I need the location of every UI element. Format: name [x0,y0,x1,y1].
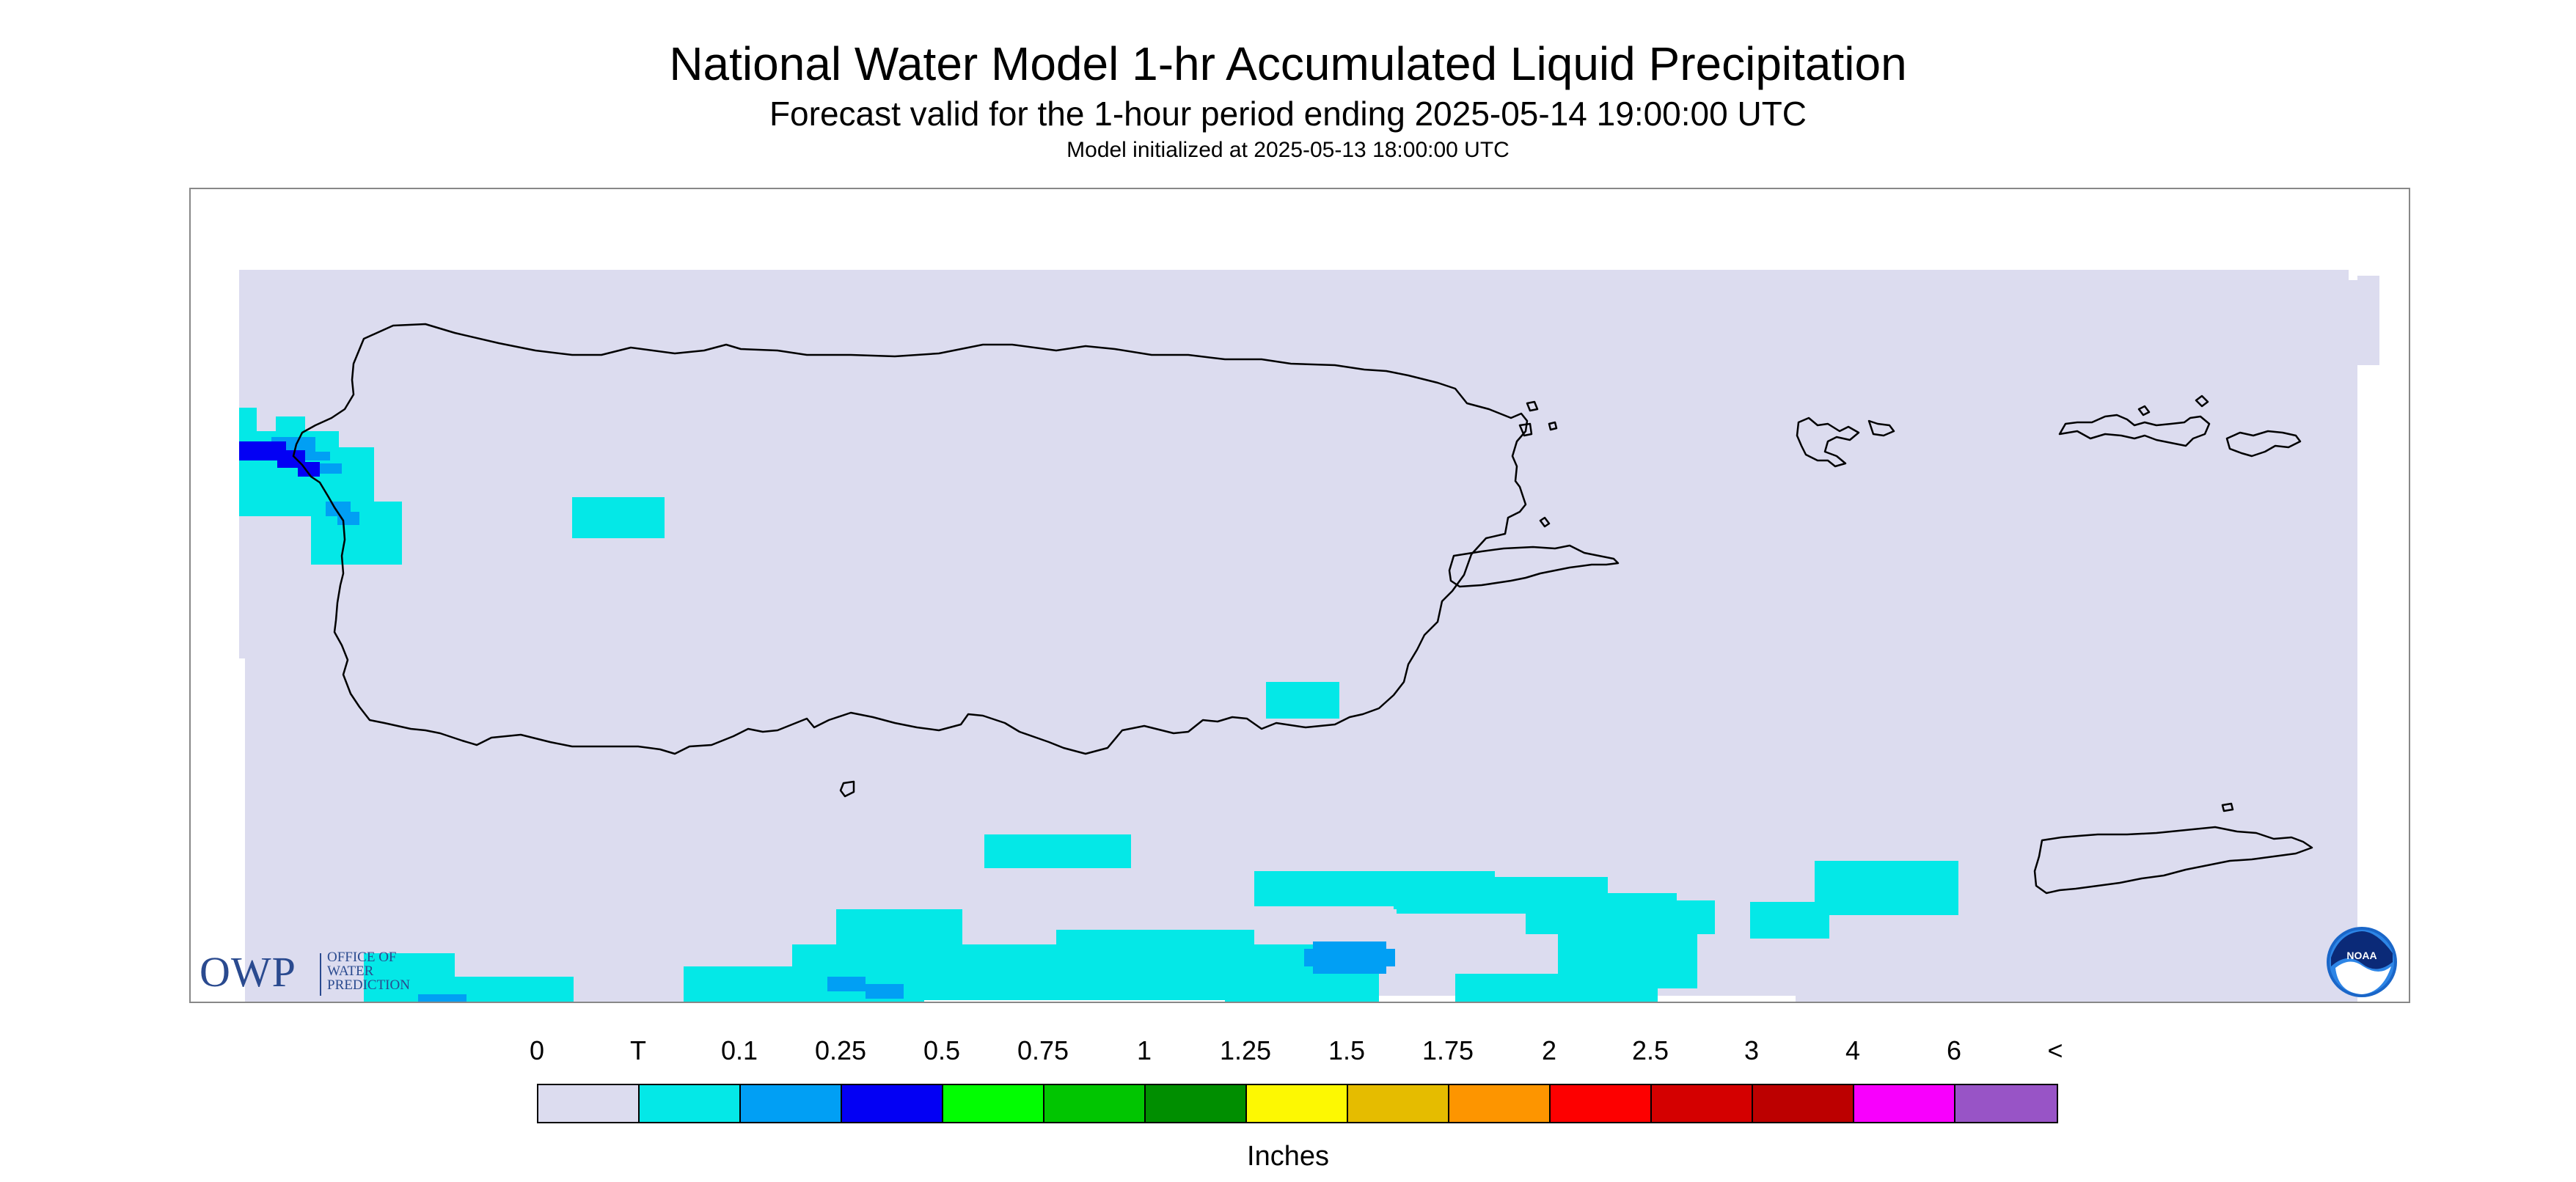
colorbar-tick-label: 6 [1946,1035,1962,1065]
owp-line-2: WATER [327,963,374,979]
bvi-islets [2137,394,2209,416]
islet-b [1548,421,1558,431]
colorbar-tick-label: < [2047,1035,2063,1065]
colorbar-tick-label: 0.5 [923,1035,961,1065]
mona-island [839,780,855,798]
colorbar-swatch [1854,1085,1955,1122]
colorbar-swatch [538,1085,640,1122]
colorbar-tick-label: 4 [1845,1035,1861,1065]
saint-thomas-islands-west [1796,416,1860,468]
colorbar-tick-label: 0.1 [720,1035,758,1065]
map-frame [189,188,2410,1003]
owp-separator [320,953,321,996]
noaa-logo: NOAA [2327,927,2397,997]
islet-c [1539,516,1551,528]
map-subtitle: Forecast valid for the 1-hour period end… [769,95,1807,133]
colorbar-tick-label: 0 [529,1035,545,1065]
culebra-coast [1518,422,1533,437]
noaa-text: NOAA [2346,950,2376,961]
init-time-line: Model initialized at 2025-05-13 18:00:00… [1066,138,1510,162]
st-croix [2033,826,2313,895]
colorbar-tick-label: 1.25 [1219,1035,1272,1065]
colorbar-units: Inches [1247,1141,1329,1172]
st-croix-islet [2221,802,2234,812]
colorbar-swatch [1247,1085,1348,1122]
colorbar-swatch [1652,1085,1753,1122]
domain-left-step [239,658,245,1002]
owp-name: OFFICE OF WATER PREDICTION [327,950,410,992]
st-thomas [2058,414,2211,447]
puerto-rico-coast [292,323,1529,755]
colorbar-tick-label: 0.75 [1017,1035,1069,1065]
colorbar-swatch [1955,1085,2057,1122]
st-john [2225,430,2302,458]
colorbar-swatch [1449,1085,1551,1122]
precip-light-blue-cells [271,437,1395,1002]
colorbar-tick-label: 1.75 [1421,1035,1474,1065]
colorbar-tick-label: 0.25 [814,1035,867,1065]
colorbar-swatch [1551,1085,1652,1122]
precipitation-map [239,270,2379,1002]
vieques-coast [1448,544,1620,588]
colorbar-swatch [741,1085,842,1122]
colorbar-swatch [943,1085,1044,1122]
precip-trace-cells [239,408,1958,1002]
domain-notch-right [2357,276,2379,365]
colorbar [537,1084,2058,1123]
colorbar-swatch [640,1085,741,1122]
owp-abbrev: OWP [200,948,296,996]
owp-logo: OWP OFFICE OF WATER PREDICTION [200,947,442,997]
colorbar-tick-label: 3 [1743,1035,1760,1065]
owp-line-1: OFFICE OF [327,950,397,965]
colorbar-tick-label: 2.5 [1631,1035,1669,1065]
map-title: National Water Model 1-hr Accumulated Li… [669,37,1907,90]
colorbar-swatch [1348,1085,1449,1122]
saint-thomas-islands-east [1867,419,1895,437]
colorbar-tick-label: T [630,1035,646,1065]
domain-notch [2349,270,2357,280]
culebra-vieques-islet-a [1526,400,1539,412]
colorbar-swatch [1146,1085,1247,1122]
owp-line-3: PREDICTION [327,977,410,993]
colorbar-tick-label: 1 [1136,1035,1152,1065]
colorbar-tick-label: 1.5 [1328,1035,1366,1065]
colorbar-swatch [842,1085,943,1122]
precip-blue-cells [239,441,320,477]
colorbar-swatch [1753,1085,1854,1122]
colorbar-tick-label: 2 [1541,1035,1557,1065]
coastlines [292,323,2313,895]
precip-gap [1364,909,1397,925]
colorbar-swatch [1044,1085,1146,1122]
